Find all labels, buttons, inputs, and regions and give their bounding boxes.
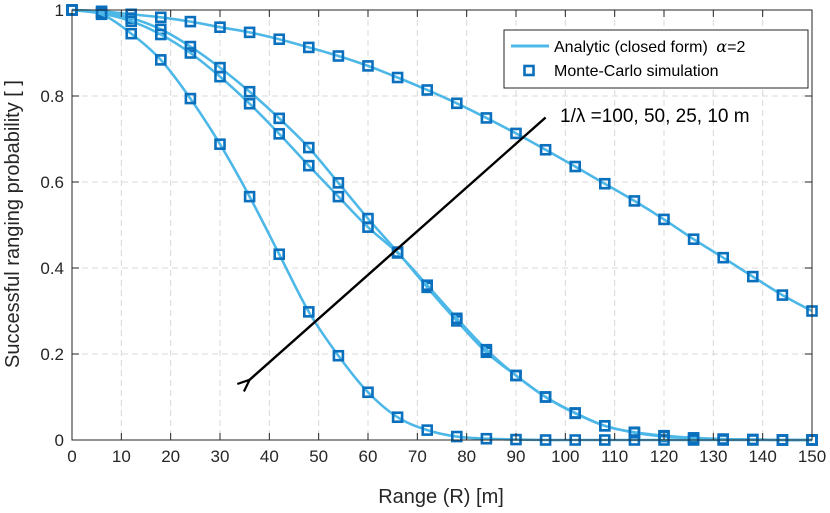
series-marker-1 [450,97,463,110]
x-tick-label: 70 [408,447,427,466]
series-marker-3 [214,70,226,83]
series-marker-2 [302,141,315,154]
x-tick-label: 80 [457,447,476,466]
series-marker-4 [184,92,197,105]
series-marker-1 [480,112,493,124]
legend: Analytic (closed form) α=2 Monte-Carlo s… [503,29,809,89]
x-tick-label: 20 [161,447,180,466]
series-marker-4 [480,432,493,445]
legend-marker-swatch [523,64,535,77]
series-marker-3 [539,391,552,403]
x-tick-label: 50 [309,447,328,466]
series-marker-1 [302,41,315,54]
series-marker-1 [746,270,759,283]
series-marker-1 [332,50,345,62]
x-tick-label: 120 [650,447,678,466]
series-marker-1 [598,177,611,190]
y-axis-title: Successful ranging probability [ ] [2,80,24,368]
plot-frame [71,9,813,441]
series-marker-2 [332,177,345,189]
x-tick-label: 60 [359,447,378,466]
series-marker-3 [450,312,463,325]
series-marker-4 [450,430,463,443]
series-marker-4 [125,27,137,40]
series-marker-4 [273,248,286,261]
annotation-arrow [250,116,547,380]
series-marker-1 [362,60,374,72]
series-marker-4 [243,190,256,203]
series-marker-3 [273,128,286,140]
x-tick-label: 40 [260,447,279,466]
series-marker-3 [184,47,197,59]
x-axis-title: Range (R) [m] [378,486,504,508]
series-marker-1 [658,213,670,226]
series-marker-1 [273,33,286,46]
series-marker-4 [332,349,345,362]
series-marker-1 [717,251,730,264]
series-marker-3 [362,221,374,233]
annotation: 1/λ =100, 50, 25, 10 m [250,106,750,380]
x-tick-label: 90 [507,447,526,466]
series-marker-1 [539,143,552,156]
x-tick-label: 140 [748,447,776,466]
legend-entry-analytic-symbol: α [716,37,727,56]
x-tick-label: 0 [67,447,76,466]
x-tick-label: 30 [211,447,230,466]
series-marker-4 [421,424,434,436]
x-tick-label: 130 [699,447,727,466]
series-marker-3 [510,369,522,382]
series-marker-4 [302,306,315,318]
series-marker-3 [302,159,315,172]
series-line-1 [71,8,813,313]
series-marker-3 [421,279,434,292]
series-marker-4 [362,386,374,399]
legend-entry-analytic-label: Analytic (closed form) [554,39,708,56]
series-marker-3 [155,28,167,41]
series-marker-3 [125,15,137,27]
series-marker-2 [243,85,256,98]
x-tick-label: 150 [798,447,826,466]
series-marker-1 [687,233,700,245]
x-tick-label: 110 [601,447,628,466]
series-marker-3 [243,97,256,110]
series-marker-1 [510,127,522,140]
series-marker-4 [214,138,226,150]
series-marker-1 [184,15,197,28]
legend-entry-analytic-suffix: =2 [727,39,745,56]
series-marker-1 [214,21,226,34]
annotation-label: 1/λ =100, 50, 25, 10 m [560,106,750,127]
series-marker-1 [421,84,434,96]
series-marker-3 [332,190,345,203]
series-marker-2 [273,112,286,125]
x-tick-label: 100 [551,447,579,466]
series-marker-2 [184,40,197,53]
series-marker-3 [569,407,582,420]
series-marker-1 [628,195,641,207]
x-tick-label: 10 [112,447,131,466]
series-marker-1 [569,160,582,173]
series-marker-4 [155,54,167,66]
legend-entry-montecarlo: Monte-Carlo simulation [554,63,719,80]
series-marker-4 [391,411,404,424]
series-marker-1 [391,71,404,84]
series-marker-1 [243,26,256,39]
series-marker-3 [480,343,493,356]
series-marker-1 [155,11,167,24]
series-marker-1 [776,289,789,301]
y-tick-label: 0.4 [40,259,64,278]
y-tick-label: 0.8 [40,87,64,106]
legend-entry-analytic: Analytic (closed form) α=2 [554,37,745,56]
legend-box [503,29,809,89]
series-line-3 [71,8,813,442]
series-marker-3 [598,420,611,432]
y-tick-label: 0.2 [40,345,64,364]
tick-labels: 0 10 20 30 40 50 60 70 80 90 100 110 120 130 140 150 0 0.… [40,1,826,466]
series-marker-3 [628,426,641,439]
y-tick-label: 1 [55,1,64,20]
y-tick-label: 0.6 [40,173,64,192]
axes [71,9,813,441]
y-tick-label: 0 [55,431,64,450]
